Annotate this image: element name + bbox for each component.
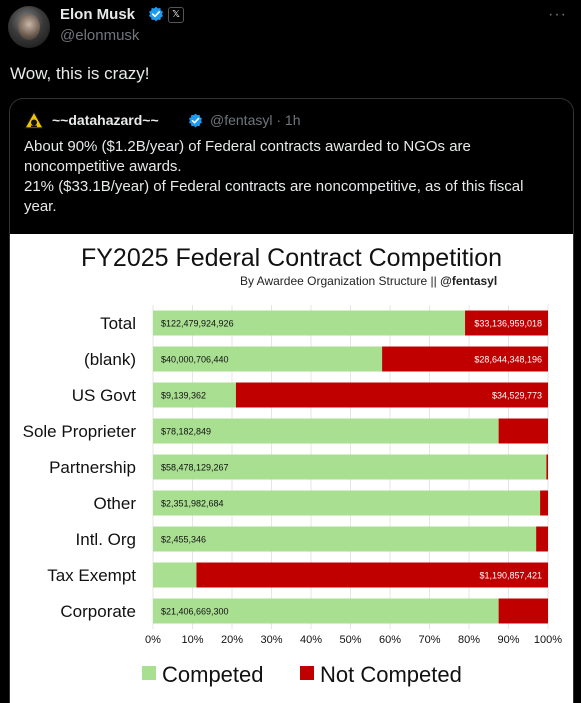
x-tick-label: 10% <box>181 634 203 646</box>
bar-competed <box>153 418 499 444</box>
hazard-warning-icon <box>24 111 44 129</box>
x-tick-label: 70% <box>418 634 440 646</box>
post-header: Elon Musk 𝕏 @elonmusk ··· <box>0 0 581 56</box>
category-label: Partnership <box>49 458 136 477</box>
chart-image[interactable]: FY2025 Federal Contract Competition By A… <box>10 234 573 703</box>
bar-not-competed <box>536 526 548 552</box>
bar-competed <box>153 310 466 336</box>
chart-subtitle: By Awardee Organization Structure || @fe… <box>240 274 497 288</box>
category-label: Corporate <box>60 602 136 621</box>
x-tick-label: 80% <box>458 634 480 646</box>
legend-swatch-not-competed <box>300 666 314 680</box>
data-label-not-competed: $34,529,773 <box>492 391 542 401</box>
data-label-competed: $40,000,706,440 <box>161 355 229 365</box>
legend-label-not-competed: Not Competed <box>320 662 462 687</box>
legend-label-competed: Competed <box>162 662 264 687</box>
bar-not-competed <box>546 454 548 480</box>
author-handle[interactable]: @elonmusk <box>60 27 140 44</box>
quoted-post[interactable]: ~~datahazard~~ @fentasyl · 1h About 90% … <box>9 98 574 703</box>
category-label: Total <box>100 314 136 333</box>
bar-competed <box>153 562 197 588</box>
post-text: Wow, this is crazy! <box>10 64 150 83</box>
bar-competed <box>153 382 236 408</box>
x-logo-icon: 𝕏 <box>168 7 184 23</box>
category-label: (blank) <box>84 350 136 369</box>
data-label-competed: $2,351,982,684 <box>161 499 224 509</box>
bar-not-competed <box>540 490 548 516</box>
author-avatar[interactable] <box>8 6 50 48</box>
x-tick-label: 20% <box>221 634 243 646</box>
data-label-not-competed: $1,190,857,421 <box>479 571 542 581</box>
category-label: Intl. Org <box>76 530 136 549</box>
data-label-not-competed: $33,136,959,018 <box>474 319 542 329</box>
quoted-handle-time[interactable]: @fentasyl · 1h <box>210 112 301 128</box>
x-tick-label: 50% <box>339 634 361 646</box>
quoted-author-name[interactable]: ~~datahazard~~ <box>52 112 159 128</box>
bar-competed <box>153 346 383 372</box>
category-label: US Govt <box>72 386 137 405</box>
chart-subtitle-handle: @fentasyl <box>440 274 498 288</box>
bar-not-competed <box>465 310 548 336</box>
bar-not-competed <box>196 562 548 588</box>
data-label-competed: $122,479,924,926 <box>161 319 234 329</box>
x-tick-label: 60% <box>379 634 401 646</box>
legend-swatch-competed <box>142 666 156 680</box>
x-tick-label: 90% <box>497 634 519 646</box>
x-tick-label: 0% <box>145 634 161 646</box>
author-display-name[interactable]: Elon Musk <box>60 6 136 23</box>
bar-not-competed <box>498 598 548 624</box>
bar-competed <box>153 490 541 516</box>
x-tick-label: 30% <box>260 634 282 646</box>
category-label: Other <box>93 494 136 513</box>
bar-not-competed <box>382 346 548 372</box>
bar-not-competed <box>498 418 548 444</box>
x-tick-label: 100% <box>534 634 562 646</box>
quoted-line-1: About 90% ($1.2B/year) of Federal contra… <box>24 138 471 175</box>
data-label-competed: $2,455,346 <box>161 535 206 545</box>
stacked-bar-chart: 0% 10% 20% 30% 40% 50% 60% 70% 80% 90% 100% Total $1… <box>23 305 562 646</box>
chart-title: FY2025 Federal Contract Competition <box>80 244 503 272</box>
data-label-competed: $9,139,362 <box>161 391 206 401</box>
bar-competed <box>153 454 547 480</box>
quoted-post-header: ~~datahazard~~ @fentasyl · 1h <box>24 111 544 131</box>
data-label-not-competed: $28,644,348,196 <box>474 355 542 365</box>
category-label: Sole Proprieter <box>23 422 137 441</box>
data-label-competed: $58,478,129,267 <box>161 463 229 473</box>
data-label-competed: $78,182,849 <box>161 427 211 437</box>
category-label: Tax Exempt <box>47 566 136 585</box>
bar-competed <box>153 526 537 552</box>
more-options-icon[interactable]: ··· <box>548 6 567 23</box>
quoted-line-2: 21% ($33.1B/year) of Federal contracts a… <box>24 178 524 215</box>
chart-legend: Competed Not Competed <box>142 662 562 690</box>
x-tick-label: 40% <box>300 634 322 646</box>
bar-not-competed <box>235 382 548 408</box>
bar-competed <box>153 598 499 624</box>
chart-subtitle-prefix: By Awardee Organization Structure || <box>240 274 441 288</box>
data-label-competed: $21,406,669,300 <box>161 607 229 617</box>
verified-badge-icon <box>188 113 203 128</box>
quoted-post-text: About 90% ($1.2B/year) of Federal contra… <box>24 137 554 217</box>
verified-badge-icon <box>149 6 163 22</box>
